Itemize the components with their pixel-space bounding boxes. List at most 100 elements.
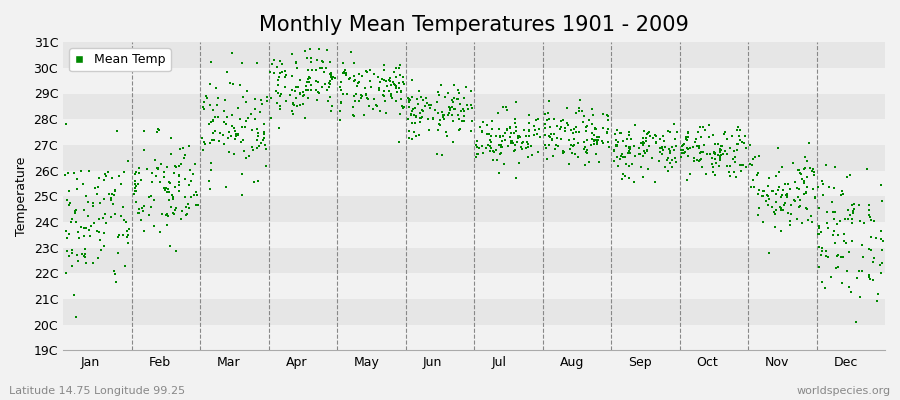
Point bbox=[693, 157, 707, 163]
Point bbox=[313, 64, 328, 71]
Point bbox=[65, 250, 79, 256]
Bar bbox=[63, 299, 885, 325]
Point bbox=[457, 113, 472, 119]
Point bbox=[405, 108, 419, 114]
Point bbox=[855, 242, 869, 248]
Point bbox=[152, 127, 166, 134]
Point bbox=[81, 212, 95, 219]
Point bbox=[649, 132, 663, 139]
Point bbox=[667, 147, 681, 153]
Point bbox=[147, 223, 161, 229]
Point bbox=[107, 268, 122, 274]
Point bbox=[58, 228, 73, 234]
Bar bbox=[63, 145, 885, 170]
Point bbox=[90, 191, 104, 197]
Point bbox=[662, 168, 676, 175]
Point bbox=[132, 165, 147, 171]
Point bbox=[588, 125, 602, 132]
Point bbox=[395, 103, 410, 109]
Point bbox=[760, 192, 775, 199]
Point bbox=[302, 79, 316, 86]
Point bbox=[189, 202, 203, 209]
Point bbox=[366, 96, 381, 102]
Point bbox=[273, 70, 287, 76]
Point bbox=[250, 60, 265, 66]
Point bbox=[227, 125, 241, 131]
Point bbox=[154, 161, 168, 167]
Point bbox=[640, 146, 654, 153]
Point bbox=[204, 119, 219, 126]
Point bbox=[496, 133, 510, 140]
Point bbox=[357, 84, 372, 91]
Point bbox=[686, 144, 700, 150]
Point bbox=[333, 98, 347, 105]
Point bbox=[274, 91, 289, 98]
Point bbox=[579, 128, 593, 134]
Point bbox=[863, 214, 878, 220]
Point bbox=[277, 68, 292, 74]
Point bbox=[77, 246, 92, 252]
Point bbox=[569, 128, 583, 135]
Point bbox=[142, 194, 157, 200]
Point bbox=[347, 76, 362, 83]
Point bbox=[87, 220, 102, 226]
Point bbox=[431, 127, 446, 133]
Point bbox=[618, 160, 633, 167]
Point bbox=[157, 169, 171, 175]
Point bbox=[638, 150, 652, 156]
Point bbox=[567, 136, 581, 142]
Point bbox=[385, 95, 400, 101]
Point bbox=[76, 225, 91, 231]
Point bbox=[521, 154, 535, 161]
Point bbox=[238, 155, 253, 161]
Point bbox=[96, 196, 111, 202]
Point bbox=[482, 131, 497, 138]
Point bbox=[558, 124, 572, 131]
Point bbox=[645, 135, 660, 142]
Point bbox=[601, 116, 616, 123]
Point bbox=[202, 120, 216, 127]
Point bbox=[178, 194, 193, 200]
Point bbox=[680, 128, 695, 135]
Point bbox=[635, 152, 650, 159]
Point bbox=[751, 170, 765, 176]
Point bbox=[401, 134, 416, 141]
Point bbox=[422, 127, 436, 134]
Point bbox=[77, 206, 92, 213]
Point bbox=[639, 131, 653, 138]
Point bbox=[713, 149, 727, 155]
Point bbox=[382, 88, 396, 94]
Point bbox=[652, 158, 666, 164]
Bar bbox=[63, 222, 885, 248]
Point bbox=[577, 139, 591, 146]
Point bbox=[88, 185, 103, 191]
Point bbox=[82, 226, 96, 233]
Point bbox=[494, 144, 508, 150]
Point bbox=[77, 233, 92, 239]
Point bbox=[688, 139, 703, 146]
Point bbox=[311, 89, 326, 95]
Point bbox=[247, 178, 261, 185]
Point bbox=[714, 143, 728, 149]
Point bbox=[599, 128, 614, 135]
Point bbox=[221, 148, 236, 155]
Point bbox=[178, 176, 193, 183]
Point bbox=[167, 163, 182, 170]
Point bbox=[802, 140, 816, 146]
Point bbox=[388, 82, 402, 88]
Point bbox=[379, 83, 393, 89]
Point bbox=[311, 78, 326, 85]
Point bbox=[129, 188, 143, 195]
Point bbox=[420, 100, 435, 106]
Y-axis label: Temperature: Temperature bbox=[15, 156, 28, 236]
Point bbox=[755, 193, 770, 199]
Point bbox=[68, 210, 82, 216]
Point bbox=[743, 184, 758, 190]
Point bbox=[702, 134, 716, 140]
Point bbox=[305, 66, 320, 73]
Point bbox=[539, 145, 554, 152]
Point bbox=[847, 206, 861, 212]
Point bbox=[716, 143, 730, 150]
Point bbox=[842, 284, 856, 290]
Point bbox=[258, 162, 273, 169]
